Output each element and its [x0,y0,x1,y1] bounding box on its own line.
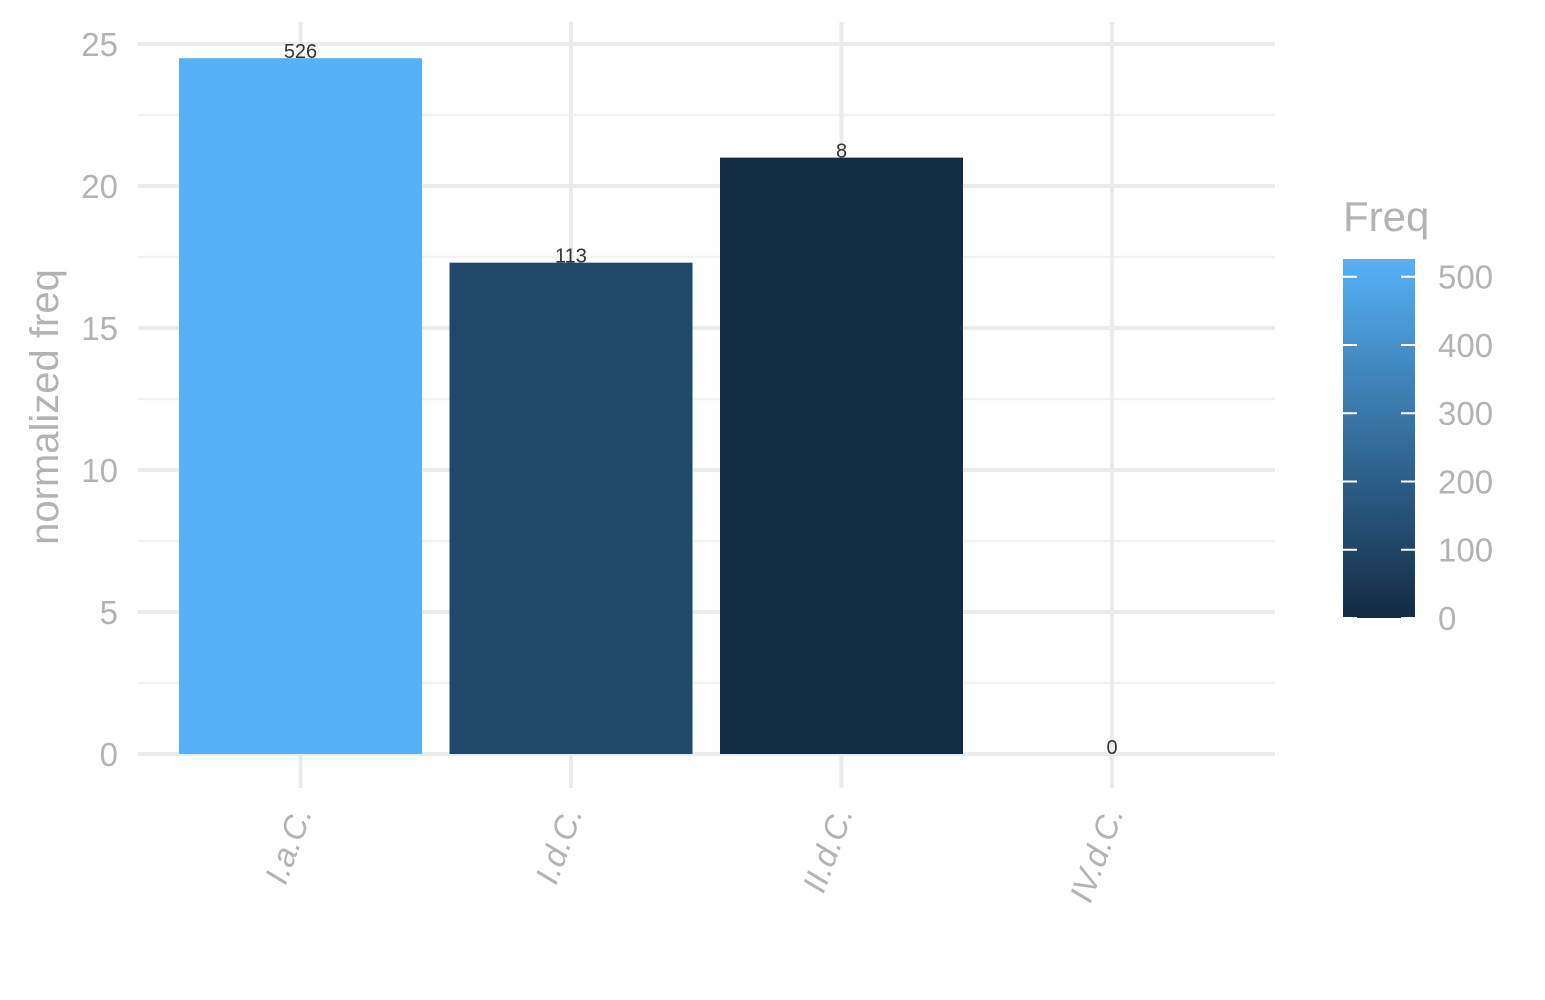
y-axis-title: normalized freq [23,269,67,545]
x-tick-label: IV.d.C. [1062,802,1130,907]
legend-label: 0 [1438,600,1456,637]
legend-label: 500 [1438,259,1493,296]
x-tick-label: I.d.C. [528,802,590,889]
data-label: 526 [284,41,317,63]
legend: Freq 0 100 200 300 400 500 [1343,193,1493,637]
legend-label: 100 [1438,532,1493,569]
legend-title: Freq [1343,193,1429,240]
legend-colorbar [1343,259,1415,618]
data-labels: 526 113 8 0 [284,41,1118,759]
x-axis: I.a.C. I.d.C. II.d.C. IV.d.C. [257,802,1130,907]
legend-label: 200 [1438,463,1493,500]
legend-label: 300 [1438,395,1493,432]
y-tick-label: 0 [100,736,118,773]
bar [179,58,422,754]
data-label: 113 [555,246,587,268]
legend-label: 400 [1438,327,1493,364]
y-tick-label: 25 [81,26,118,63]
y-tick-label: 15 [81,310,118,347]
x-tick-label: I.a.C. [257,802,319,889]
data-label: 8 [836,141,847,163]
y-tick-label: 20 [81,168,118,205]
bars [179,58,963,755]
y-axis: 0 5 10 15 20 25 [81,26,118,773]
bar [449,262,693,754]
y-tick-label: 5 [100,594,118,631]
data-label: 0 [1106,737,1117,759]
y-tick-label: 10 [81,452,118,489]
bar [720,157,963,755]
x-tick-label: II.d.C. [795,802,860,897]
